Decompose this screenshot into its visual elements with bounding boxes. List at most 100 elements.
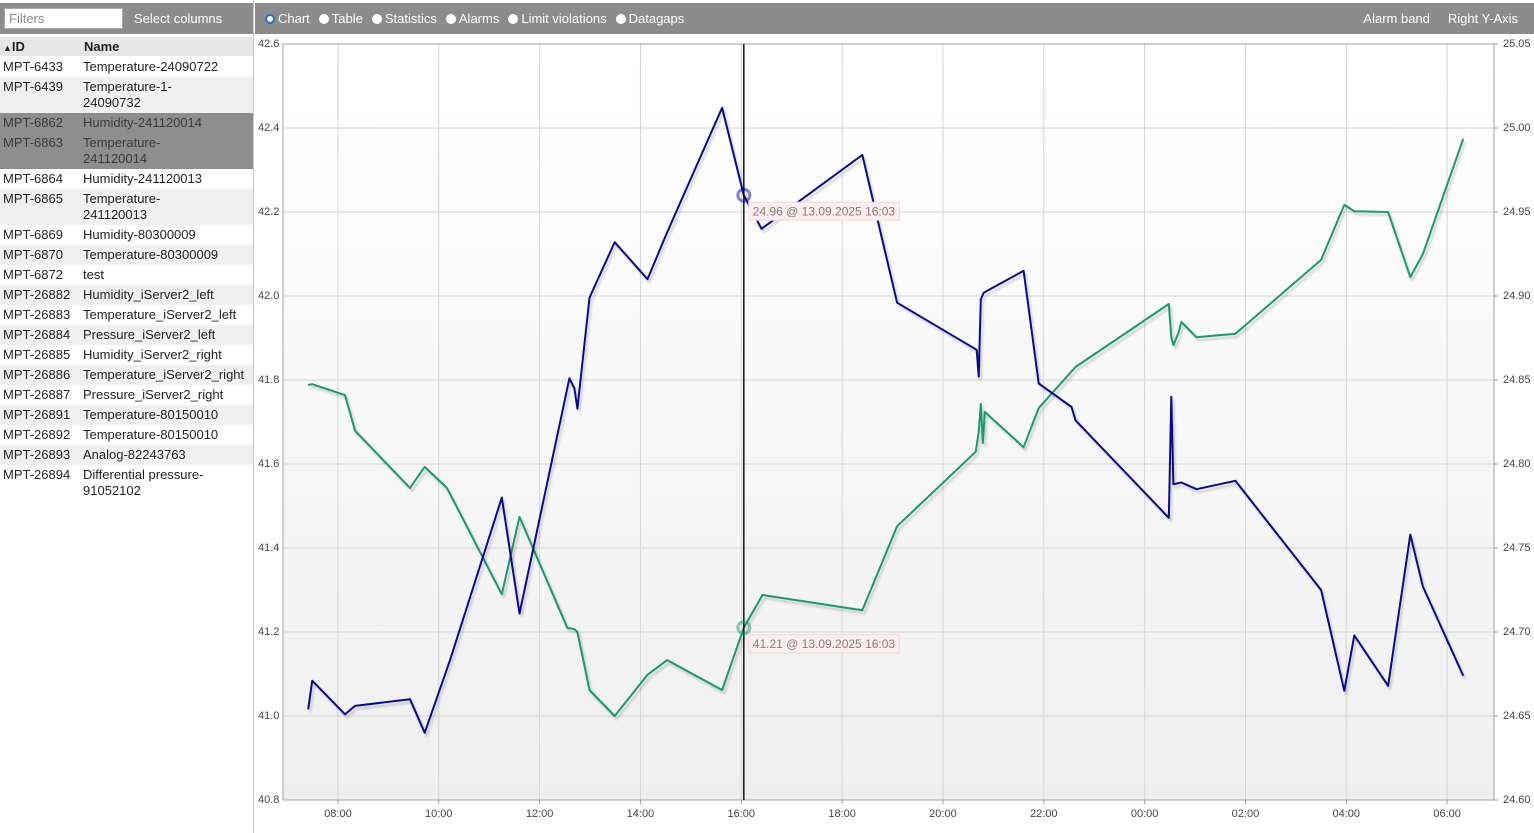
- y-tick-label: 42.6: [258, 38, 279, 50]
- row-id: MPT-6870: [3, 247, 63, 262]
- row-id: MPT-26882: [3, 287, 71, 302]
- y2-tick-label: 24.85: [1503, 374, 1531, 386]
- x-tick-label: 06:00: [1433, 808, 1461, 820]
- table-row[interactable]: MPT-26891 Temperature-80150010: [0, 405, 253, 425]
- toolbar-toggle[interactable]: Right Y-Axis: [1447, 11, 1518, 26]
- y-tick-label: 42.2: [258, 206, 279, 218]
- view-label: Chart: [278, 11, 310, 26]
- y2-tick-label: 24.80: [1503, 458, 1531, 470]
- table-row[interactable]: MPT-6862 Humidity-241120014: [0, 113, 253, 133]
- view-option[interactable]: Datagaps: [615, 11, 685, 26]
- table-body: MPT-6433 Temperature-24090722 MPT-6439 Temp…: [0, 57, 253, 501]
- view-label: Alarms: [458, 11, 500, 26]
- view-option[interactable]: Chart: [265, 11, 310, 26]
- series-line: [308, 138, 1465, 717]
- x-tick-label: 20:00: [929, 808, 957, 820]
- row-id: MPT-26892: [3, 427, 71, 442]
- y-tick-label: 42.0: [258, 290, 279, 302]
- row-id: MPT-26883: [3, 307, 71, 322]
- series-line: [307, 106, 1465, 734]
- table-row[interactable]: MPT-26894 Differential pressure-91052102: [0, 465, 253, 501]
- table-row[interactable]: MPT-26882 Humidity_iServer2_left: [0, 285, 253, 305]
- row-name: Pressure_iServer2_right: [83, 387, 224, 402]
- row-id: MPT-26886: [3, 367, 71, 382]
- view-label: Datagaps: [628, 11, 685, 26]
- sidebar: Filters Select columns ▲ID Name MPT-6433…: [0, 0, 254, 833]
- y-tick-label: 41.6: [258, 458, 279, 470]
- radio[interactable]: [615, 13, 626, 24]
- row-name: Temperature-241120014: [83, 135, 161, 166]
- plot-background: [283, 44, 1494, 800]
- table-row[interactable]: MPT-6439 Temperature-1-24090732: [0, 77, 253, 113]
- y-tick-label: 42.4: [258, 122, 279, 134]
- table-row[interactable]: MPT-26892 Temperature-80150010: [0, 425, 253, 445]
- table-row[interactable]: MPT-6863 Temperature-241120014: [0, 133, 253, 169]
- view-toolbar: Chart Table Statistics Alarms Limit violatio…: [255, 3, 1534, 34]
- row-id: MPT-6865: [3, 191, 63, 206]
- table-row[interactable]: MPT-6865 Temperature-241120013: [0, 189, 253, 225]
- x-tick-label: 08:00: [324, 808, 352, 820]
- y2-tick-label: 24.75: [1503, 542, 1531, 554]
- table-row[interactable]: MPT-26884 Pressure_iServer2_left: [0, 325, 253, 345]
- row-id: MPT-6863: [3, 135, 63, 150]
- y-tick-label: 40.8: [258, 794, 279, 806]
- row-name: Differential pressure-91052102: [83, 467, 204, 498]
- table-row[interactable]: MPT-26886 Temperature_iServer2_right: [0, 365, 253, 385]
- tooltip-text: 24.96 @ 13.09.2025 16:03: [753, 204, 896, 218]
- y2-tick-label: 24.65: [1503, 710, 1531, 722]
- chart: 08:00 10:00 12:00 14:00 16:00 18:00 20:00 22:00…: [258, 38, 1531, 820]
- y-tick-label: 41.4: [258, 542, 279, 554]
- row-id: MPT-6439: [3, 79, 63, 94]
- table-row[interactable]: MPT-6869 Humidity-80300009: [0, 225, 253, 245]
- table-row[interactable]: MPT-6872 test: [0, 265, 253, 285]
- table-row[interactable]: MPT-6870 Temperature-80300009: [0, 245, 253, 265]
- row-name: Temperature-80300009: [83, 247, 219, 262]
- table-row[interactable]: MPT-26893 Analog-82243763: [0, 445, 253, 465]
- y2-tick-label: 24.60: [1503, 794, 1531, 806]
- view-option[interactable]: Alarms: [445, 11, 500, 26]
- view-option[interactable]: Limit violations: [508, 11, 607, 26]
- row-id: MPT-6862: [3, 115, 63, 130]
- tooltip-text: 41.21 @ 13.09.2025 16:03: [753, 637, 896, 651]
- row-name: Humidity_iServer2_left: [83, 287, 214, 302]
- y2-tick-label: 25.05: [1503, 38, 1531, 50]
- header-text: ID: [11, 39, 25, 54]
- filter-input[interactable]: Filters: [4, 8, 123, 29]
- table-row[interactable]: MPT-26883 Temperature_iServer2_left: [0, 305, 253, 325]
- view-option[interactable]: Table: [318, 11, 363, 26]
- x-tick-label: 18:00: [828, 808, 856, 820]
- view-options: Chart Table Statistics Alarms Limit violatio…: [265, 11, 693, 26]
- row-id: MPT-26885: [3, 347, 71, 362]
- row-name: test: [83, 267, 104, 282]
- row-id: MPT-26891: [3, 407, 71, 422]
- x-tick-label: 16:00: [728, 808, 756, 820]
- row-name: Temperature-80150010: [83, 407, 219, 422]
- y2-tick-label: 24.90: [1503, 290, 1531, 302]
- view-option[interactable]: Statistics: [371, 11, 437, 26]
- row-id: MPT-6872: [3, 267, 63, 282]
- radio[interactable]: [265, 13, 275, 24]
- table-row[interactable]: MPT-6433 Temperature-24090722: [0, 57, 253, 77]
- table-row[interactable]: MPT-26887 Pressure_iServer2_right: [0, 385, 253, 405]
- radio[interactable]: [318, 13, 329, 24]
- x-tick-label: 22:00: [1030, 808, 1058, 820]
- row-name: Humidity-241120013: [83, 171, 202, 186]
- id-header[interactable]: ▲ID: [3, 39, 25, 54]
- radio[interactable]: [508, 13, 519, 24]
- name-header[interactable]: Name: [84, 39, 120, 54]
- toolbar-toggle[interactable]: Alarm band: [1363, 11, 1430, 26]
- tooltip-box: [748, 634, 900, 654]
- radio[interactable]: [371, 13, 382, 24]
- select-columns-button[interactable]: Select columns: [134, 11, 223, 26]
- x-tick-label: 02:00: [1232, 808, 1260, 820]
- y-tick-label: 41.2: [258, 626, 279, 638]
- table-row[interactable]: MPT-6864 Humidity-241120013: [0, 169, 253, 189]
- row-id: MPT-6433: [3, 59, 63, 74]
- row-name: Temperature-24090722: [83, 59, 219, 74]
- row-name: Humidity-241120014: [83, 115, 202, 130]
- row-id: MPT-6869: [3, 227, 63, 242]
- radio[interactable]: [445, 13, 456, 24]
- table-row[interactable]: MPT-26885 Humidity_iServer2_right: [0, 345, 253, 365]
- sidebar-toolbar: Filters Select columns: [0, 3, 253, 34]
